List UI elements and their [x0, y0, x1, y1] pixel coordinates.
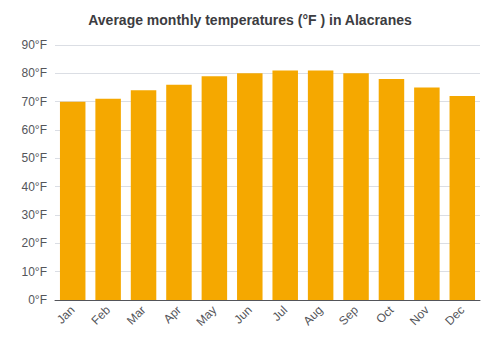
svg-text:Sep: Sep — [336, 303, 361, 328]
svg-text:Apr: Apr — [161, 303, 184, 326]
svg-text:Mar: Mar — [124, 303, 149, 327]
svg-text:0°F: 0°F — [28, 293, 47, 307]
svg-text:Dec: Dec — [442, 303, 467, 328]
svg-text:Feb: Feb — [89, 303, 114, 328]
svg-text:10°F: 10°F — [22, 265, 47, 279]
svg-text:90°F: 90°F — [22, 38, 47, 52]
svg-text:Aug: Aug — [301, 303, 326, 328]
svg-text:50°F: 50°F — [22, 151, 47, 165]
svg-text:40°F: 40°F — [22, 180, 47, 194]
svg-text:Jun: Jun — [231, 303, 255, 327]
svg-text:May: May — [193, 303, 219, 329]
svg-text:Average monthly temperatures (: Average monthly temperatures (°F ) in Al… — [88, 12, 412, 28]
svg-text:80°F: 80°F — [22, 66, 47, 80]
svg-text:60°F: 60°F — [22, 123, 47, 137]
svg-text:Jul: Jul — [269, 303, 290, 324]
svg-text:Jan: Jan — [54, 303, 78, 327]
svg-text:70°F: 70°F — [22, 95, 47, 109]
svg-text:Nov: Nov — [407, 303, 432, 328]
svg-text:30°F: 30°F — [22, 208, 47, 222]
svg-text:Oct: Oct — [373, 303, 397, 327]
svg-text:20°F: 20°F — [22, 236, 47, 250]
